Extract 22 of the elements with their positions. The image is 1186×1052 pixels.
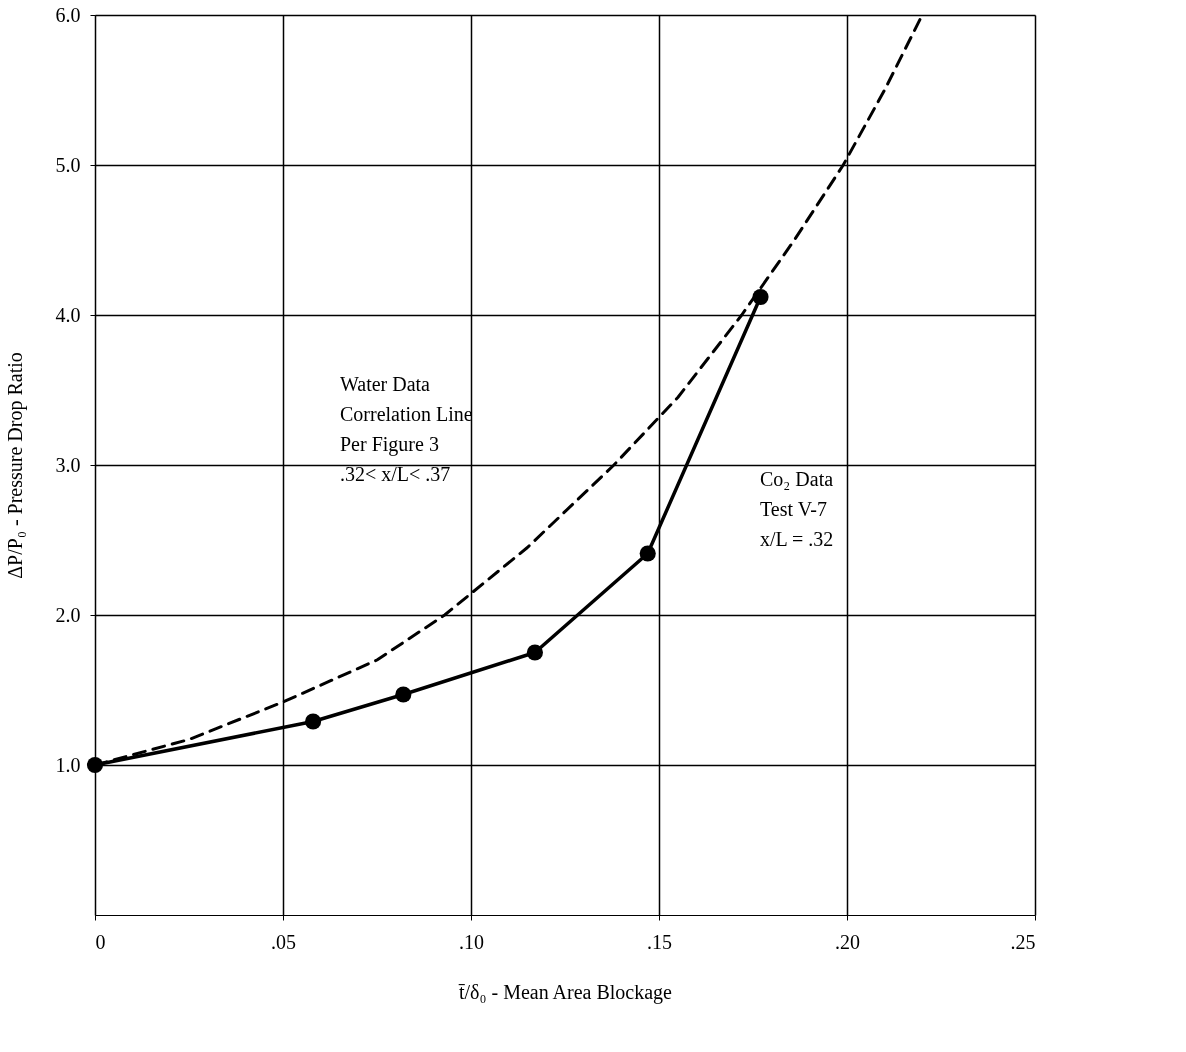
annotation: Co₂ Data Test V-7 x/L = .32	[760, 468, 834, 550]
point	[395, 686, 412, 703]
y-tick-label: 4.0	[55, 303, 81, 326]
x-axis-title: t̄/δ₀ - Mean Area Blockage	[457, 980, 673, 1004]
x-tick-label: .20	[835, 930, 860, 953]
y-axis-title: ΔP/P₀ - Pressure Drop Ratio	[3, 352, 27, 579]
y-tick-label: 1.0	[55, 753, 81, 776]
point	[86, 756, 104, 774]
x-tick-label: .15	[647, 930, 672, 953]
x-tick-label: 0	[95, 930, 106, 953]
y-tick-label: 6.0	[55, 3, 81, 26]
x-tick-label: .05	[271, 930, 296, 953]
y-tick-label: 2.0	[55, 603, 81, 626]
x-tick-label: .10	[459, 930, 484, 953]
y-tick-label: 3.0	[55, 453, 81, 476]
point	[752, 288, 769, 306]
x-tick-label: .25	[1010, 930, 1036, 953]
point	[305, 713, 322, 730]
y-tick-label: 5.0	[55, 153, 81, 176]
point	[526, 644, 543, 661]
point	[639, 545, 656, 562]
annotation: Water Data Correlation Line Per Figure 3 .32< x/L< .37	[340, 373, 473, 485]
